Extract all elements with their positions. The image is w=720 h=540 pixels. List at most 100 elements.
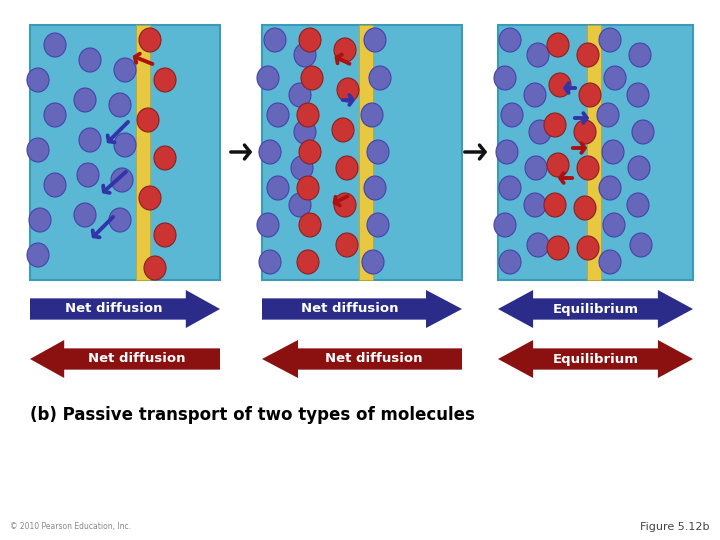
Ellipse shape bbox=[494, 213, 516, 237]
Ellipse shape bbox=[259, 140, 281, 164]
Ellipse shape bbox=[577, 156, 599, 180]
Ellipse shape bbox=[364, 176, 386, 200]
Ellipse shape bbox=[499, 176, 521, 200]
Bar bbox=[359, 25, 373, 280]
Ellipse shape bbox=[301, 66, 323, 90]
Polygon shape bbox=[262, 290, 462, 328]
Ellipse shape bbox=[299, 28, 321, 52]
Ellipse shape bbox=[629, 43, 651, 67]
Ellipse shape bbox=[494, 66, 516, 90]
Ellipse shape bbox=[111, 168, 133, 192]
Ellipse shape bbox=[267, 176, 289, 200]
Ellipse shape bbox=[79, 128, 101, 152]
Ellipse shape bbox=[109, 93, 131, 117]
Polygon shape bbox=[30, 290, 220, 328]
Ellipse shape bbox=[144, 256, 166, 280]
Ellipse shape bbox=[524, 193, 546, 217]
Ellipse shape bbox=[527, 43, 549, 67]
Ellipse shape bbox=[361, 103, 383, 127]
Polygon shape bbox=[498, 340, 693, 378]
Ellipse shape bbox=[267, 103, 289, 127]
Ellipse shape bbox=[599, 176, 621, 200]
Ellipse shape bbox=[529, 120, 551, 144]
Ellipse shape bbox=[603, 213, 625, 237]
Ellipse shape bbox=[297, 250, 319, 274]
Ellipse shape bbox=[154, 223, 176, 247]
Ellipse shape bbox=[29, 208, 51, 232]
Ellipse shape bbox=[525, 156, 547, 180]
Ellipse shape bbox=[544, 193, 566, 217]
Ellipse shape bbox=[77, 163, 99, 187]
Text: Equilibrium: Equilibrium bbox=[552, 302, 639, 315]
Text: Net diffusion: Net diffusion bbox=[301, 302, 399, 315]
Bar bbox=[136, 25, 150, 280]
Ellipse shape bbox=[332, 118, 354, 142]
Ellipse shape bbox=[297, 176, 319, 200]
Ellipse shape bbox=[259, 250, 281, 274]
Ellipse shape bbox=[74, 88, 96, 112]
Ellipse shape bbox=[27, 68, 49, 92]
Ellipse shape bbox=[137, 108, 159, 132]
Ellipse shape bbox=[299, 140, 321, 164]
Text: Figure 5.12b: Figure 5.12b bbox=[641, 522, 710, 532]
Ellipse shape bbox=[577, 236, 599, 260]
Ellipse shape bbox=[257, 66, 279, 90]
Ellipse shape bbox=[630, 233, 652, 257]
Ellipse shape bbox=[291, 156, 313, 180]
Ellipse shape bbox=[289, 193, 311, 217]
Bar bbox=[30, 25, 220, 280]
Ellipse shape bbox=[501, 103, 523, 127]
Ellipse shape bbox=[364, 28, 386, 52]
Ellipse shape bbox=[139, 28, 161, 52]
Ellipse shape bbox=[294, 43, 316, 67]
Ellipse shape bbox=[579, 83, 601, 107]
Bar bbox=[262, 25, 462, 280]
Bar bbox=[587, 25, 600, 280]
Ellipse shape bbox=[257, 213, 279, 237]
Ellipse shape bbox=[632, 120, 654, 144]
Ellipse shape bbox=[604, 66, 626, 90]
Ellipse shape bbox=[154, 146, 176, 170]
Ellipse shape bbox=[597, 103, 619, 127]
Ellipse shape bbox=[114, 133, 136, 157]
Ellipse shape bbox=[369, 66, 391, 90]
Ellipse shape bbox=[574, 196, 596, 220]
Ellipse shape bbox=[264, 28, 286, 52]
Ellipse shape bbox=[154, 68, 176, 92]
Ellipse shape bbox=[114, 58, 136, 82]
Ellipse shape bbox=[297, 103, 319, 127]
Text: © 2010 Pearson Education, Inc.: © 2010 Pearson Education, Inc. bbox=[10, 523, 131, 531]
Ellipse shape bbox=[547, 153, 569, 177]
Ellipse shape bbox=[79, 48, 101, 72]
Ellipse shape bbox=[599, 28, 621, 52]
Ellipse shape bbox=[527, 233, 549, 257]
Ellipse shape bbox=[549, 73, 571, 97]
Ellipse shape bbox=[334, 193, 356, 217]
Ellipse shape bbox=[336, 156, 358, 180]
Text: (b) Passive transport of two types of molecules: (b) Passive transport of two types of mo… bbox=[30, 406, 475, 424]
Polygon shape bbox=[262, 340, 462, 378]
Polygon shape bbox=[30, 340, 220, 378]
Ellipse shape bbox=[499, 250, 521, 274]
Ellipse shape bbox=[499, 28, 521, 52]
Ellipse shape bbox=[139, 186, 161, 210]
Ellipse shape bbox=[289, 83, 311, 107]
Ellipse shape bbox=[602, 140, 624, 164]
Ellipse shape bbox=[27, 138, 49, 162]
Ellipse shape bbox=[299, 213, 321, 237]
Ellipse shape bbox=[334, 38, 356, 62]
Ellipse shape bbox=[44, 33, 66, 57]
Ellipse shape bbox=[294, 120, 316, 144]
Text: Equilibrium: Equilibrium bbox=[552, 353, 639, 366]
Bar bbox=[498, 25, 693, 280]
Ellipse shape bbox=[44, 103, 66, 127]
Ellipse shape bbox=[577, 43, 599, 67]
Ellipse shape bbox=[44, 173, 66, 197]
Ellipse shape bbox=[627, 83, 649, 107]
Text: Net diffusion: Net diffusion bbox=[65, 302, 162, 315]
Ellipse shape bbox=[336, 233, 358, 257]
Ellipse shape bbox=[599, 250, 621, 274]
Ellipse shape bbox=[496, 140, 518, 164]
Ellipse shape bbox=[109, 208, 131, 232]
Ellipse shape bbox=[628, 156, 650, 180]
